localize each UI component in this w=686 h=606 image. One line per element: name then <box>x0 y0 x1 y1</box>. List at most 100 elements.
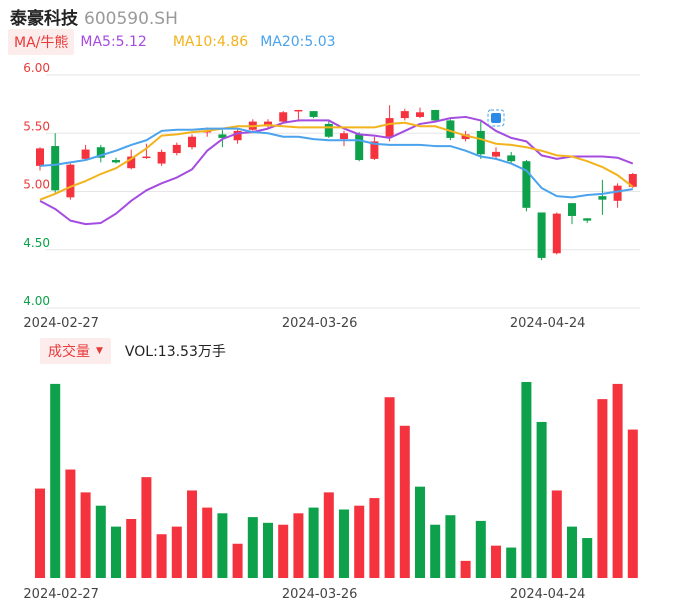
candle <box>172 142 181 156</box>
candle <box>400 108 409 121</box>
candle-body <box>324 123 333 137</box>
candle-body <box>385 118 394 137</box>
candle <box>370 136 379 161</box>
volume-bar <box>111 526 121 578</box>
volume-bar <box>171 526 182 578</box>
candle-body <box>218 134 227 138</box>
candle-body <box>537 212 546 258</box>
candle-body <box>461 134 470 140</box>
volume-chart: 2024-02-27 2024-03-26 2024-04-24 <box>23 382 638 602</box>
candle <box>233 128 242 144</box>
volume-bar <box>354 505 365 578</box>
volume-bar <box>323 492 334 578</box>
volume-bar <box>187 490 197 578</box>
candle-body <box>309 111 318 117</box>
candle-body <box>51 146 60 191</box>
candle <box>188 134 196 150</box>
candle-body <box>36 148 44 166</box>
candle-body <box>279 112 288 122</box>
candle <box>446 119 455 141</box>
y-tick-label: 4.00 <box>23 294 50 308</box>
candle <box>96 144 105 163</box>
volume-bar <box>491 545 501 578</box>
x-tick-label: 2024-03-26 <box>282 316 358 331</box>
volume-tag-label: 成交量 <box>48 344 90 360</box>
candle-body <box>294 109 303 112</box>
candle-body <box>583 218 592 221</box>
candle <box>613 183 622 208</box>
candle <box>157 149 166 166</box>
volume-bar <box>339 509 349 578</box>
x-tick-label: 2024-02-27 <box>23 587 99 602</box>
candle <box>279 111 288 123</box>
candle <box>431 109 440 122</box>
volume-bar <box>232 543 243 578</box>
volume-bar <box>445 515 456 578</box>
volume-bar <box>80 492 91 578</box>
candle <box>598 179 607 215</box>
candle-body <box>233 130 242 141</box>
volume-bar <box>308 507 319 578</box>
volume-bar <box>263 522 273 578</box>
y-tick-label: 5.00 <box>23 178 50 192</box>
candle <box>416 107 424 119</box>
candle-body <box>340 133 348 140</box>
volume-bar <box>293 513 304 578</box>
candle-body <box>552 213 561 254</box>
price-chart: 6.00 5.50 5.00 4.50 4.00 2024-02-27 2024-03-26… <box>23 61 640 331</box>
candle <box>340 130 348 147</box>
x-tick-label: 2024-03-26 <box>282 587 358 602</box>
ma10-legend: MA10:4.86 <box>172 34 249 50</box>
x-tick-label: 2024-04-24 <box>510 587 586 602</box>
candle <box>522 160 531 212</box>
volume-bar <box>399 425 410 578</box>
candle-body <box>127 156 136 169</box>
volume-bar <box>475 520 486 578</box>
candle <box>537 212 546 261</box>
candle-body <box>81 149 90 159</box>
ma5-legend: MA5:5.12 <box>80 34 147 50</box>
candle <box>309 111 318 119</box>
candle-body <box>628 174 637 187</box>
candle-body <box>446 120 455 138</box>
candle-body <box>416 112 424 117</box>
candle-body <box>188 136 196 148</box>
candle-body <box>476 130 485 155</box>
candle-body <box>568 203 576 216</box>
candle-body <box>613 185 622 201</box>
candle <box>324 120 333 138</box>
y-tick-label: 4.50 <box>23 236 50 250</box>
candle-body <box>96 147 105 158</box>
candle-body <box>400 111 409 119</box>
volume-bar <box>582 538 593 578</box>
candle <box>66 163 75 200</box>
candle <box>142 143 151 159</box>
candle-body <box>370 141 379 159</box>
x-tick-label: 2024-02-27 <box>23 316 99 331</box>
candle-body <box>157 151 166 164</box>
flag-icon-frame <box>487 109 505 127</box>
volume-bar <box>597 399 608 578</box>
volume-indicator-selector[interactable]: 成交量 ▼ <box>40 338 111 364</box>
candle <box>583 218 592 223</box>
volume-bar <box>460 560 471 578</box>
y-tick-label: 6.00 <box>23 61 50 75</box>
volume-bar <box>521 382 532 578</box>
ma10-line <box>39 121 634 201</box>
volume-bar <box>95 505 106 578</box>
candle <box>36 147 44 171</box>
volume-bar <box>217 513 228 578</box>
ma-indicator-selector[interactable]: MA/牛熊 <box>8 29 75 55</box>
volume-bar <box>567 526 577 578</box>
x-tick-label: 2024-04-24 <box>510 316 586 331</box>
candle-body <box>598 196 607 200</box>
volume-bar <box>141 477 152 578</box>
volume-bar <box>627 429 638 578</box>
candle-body <box>172 144 181 154</box>
volume-bar <box>202 507 213 578</box>
candle <box>51 133 60 193</box>
ma20-line <box>39 127 633 199</box>
volume-bar <box>612 383 623 578</box>
flag-icon-body <box>491 113 501 123</box>
candle <box>81 144 90 161</box>
